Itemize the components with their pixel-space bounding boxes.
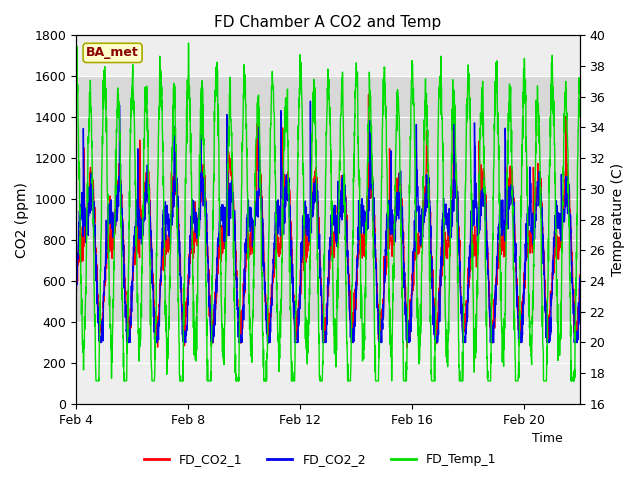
- Text: Time: Time: [532, 432, 563, 444]
- Y-axis label: Temperature (C): Temperature (C): [611, 163, 625, 276]
- Text: BA_met: BA_met: [86, 47, 139, 60]
- Bar: [76, 76, 580, 322]
- Y-axis label: CO2 (ppm): CO2 (ppm): [15, 181, 29, 258]
- Title: FD Chamber A CO2 and Temp: FD Chamber A CO2 and Temp: [214, 15, 442, 30]
- Legend: FD_CO2_1, FD_CO2_2, FD_Temp_1: FD_CO2_1, FD_CO2_2, FD_Temp_1: [139, 448, 501, 471]
